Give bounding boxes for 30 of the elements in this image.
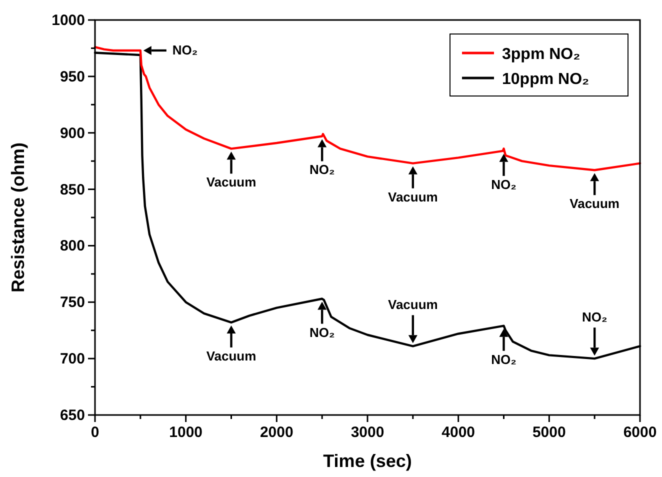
annotation: NO₂ xyxy=(309,162,335,178)
y-tick-label: 750 xyxy=(60,294,85,312)
annotation: Vacuum xyxy=(570,196,620,212)
x-axis-title: Time (sec) xyxy=(323,451,412,471)
x-tick-label: 1000 xyxy=(169,424,203,441)
x-tick-label: 3000 xyxy=(350,424,384,441)
y-tick-label: 1000 xyxy=(52,12,85,29)
annotation: Vacuum xyxy=(388,189,438,204)
y-tick-label: 950 xyxy=(60,68,85,86)
x-tick-label: 0 xyxy=(90,424,100,441)
x-tick-label: 2000 xyxy=(260,424,294,441)
legend-label: 10ppm NO₂ xyxy=(502,71,590,88)
x-tick-label: 6000 xyxy=(623,424,657,441)
y-tick-label: 700 xyxy=(60,350,85,368)
y-tick-label: 900 xyxy=(60,124,85,142)
annotation: NO₂ xyxy=(172,42,198,58)
x-tick-label: 5000 xyxy=(532,424,566,441)
x-tick-label: 4000 xyxy=(442,424,476,441)
y-axis-title: Resistance (ohm) xyxy=(8,142,28,293)
annotation: Vacuum xyxy=(388,297,438,312)
annotation: Vacuum xyxy=(206,348,256,364)
annotation: Vacuum xyxy=(206,174,256,190)
annotation: NO₂ xyxy=(491,176,517,192)
y-tick-label: 650 xyxy=(60,407,85,424)
legend-label: 3ppm NO₂ xyxy=(502,46,580,63)
annotation: NO₂ xyxy=(582,310,608,325)
y-tick-label: 850 xyxy=(60,181,85,198)
y-tick-label: 800 xyxy=(60,238,85,255)
annotation: NO₂ xyxy=(309,324,335,340)
annotation: NO₂ xyxy=(491,352,517,367)
